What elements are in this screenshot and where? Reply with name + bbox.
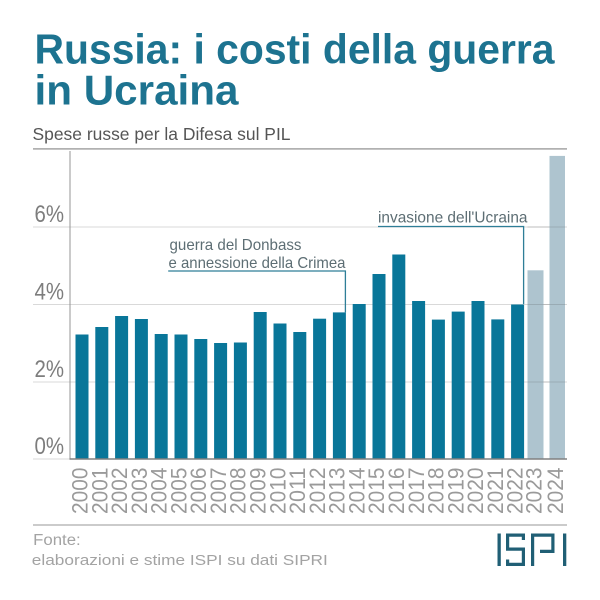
svg-text:Spese russe per la Difesa sul: Spese russe per la Difesa sul PIL bbox=[33, 124, 291, 144]
svg-text:2003: 2003 bbox=[127, 468, 152, 515]
svg-text:2018: 2018 bbox=[424, 468, 449, 515]
svg-text:2007: 2007 bbox=[206, 468, 231, 515]
svg-text:guerra del Donbass: guerra del Donbass bbox=[170, 237, 302, 254]
svg-text:2011: 2011 bbox=[285, 468, 310, 515]
svg-text:2023: 2023 bbox=[522, 468, 547, 515]
svg-text:2022: 2022 bbox=[503, 468, 528, 515]
svg-text:2008: 2008 bbox=[226, 468, 251, 515]
svg-text:2%: 2% bbox=[35, 356, 65, 383]
svg-text:2001: 2001 bbox=[87, 468, 112, 515]
svg-text:2009: 2009 bbox=[246, 468, 271, 515]
svg-text:2006: 2006 bbox=[186, 468, 211, 515]
svg-text:e annessione della Crimea: e annessione della Crimea bbox=[169, 255, 346, 272]
svg-text:2000: 2000 bbox=[68, 468, 93, 515]
svg-text:2005: 2005 bbox=[166, 468, 191, 515]
svg-text:2019: 2019 bbox=[443, 468, 468, 515]
svg-text:2014: 2014 bbox=[344, 468, 369, 515]
svg-text:2017: 2017 bbox=[404, 468, 429, 515]
svg-text:2016: 2016 bbox=[384, 468, 409, 515]
svg-text:2021: 2021 bbox=[483, 468, 508, 515]
svg-text:invasione dell'Ucraina: invasione dell'Ucraina bbox=[378, 209, 528, 226]
svg-text:2010: 2010 bbox=[265, 468, 290, 515]
svg-text:2012: 2012 bbox=[305, 468, 330, 515]
svg-text:2024: 2024 bbox=[543, 468, 568, 515]
svg-text:2020: 2020 bbox=[463, 468, 488, 515]
svg-text:2004: 2004 bbox=[147, 468, 172, 515]
svg-text:Russia: i costi della guerra: Russia: i costi della guerra bbox=[35, 26, 556, 73]
svg-text:elaborazioni e stime ISPI su d: elaborazioni e stime ISPI su dati SIPRI bbox=[32, 552, 328, 569]
svg-text:Fonte:: Fonte: bbox=[33, 532, 81, 549]
svg-text:2015: 2015 bbox=[364, 468, 389, 515]
svg-text:2002: 2002 bbox=[107, 468, 132, 515]
svg-text:6%: 6% bbox=[35, 201, 65, 228]
svg-text:0%: 0% bbox=[35, 433, 65, 460]
svg-text:4%: 4% bbox=[35, 279, 65, 306]
svg-text:in Ucraina: in Ucraina bbox=[35, 67, 240, 114]
svg-text:2013: 2013 bbox=[325, 468, 350, 515]
